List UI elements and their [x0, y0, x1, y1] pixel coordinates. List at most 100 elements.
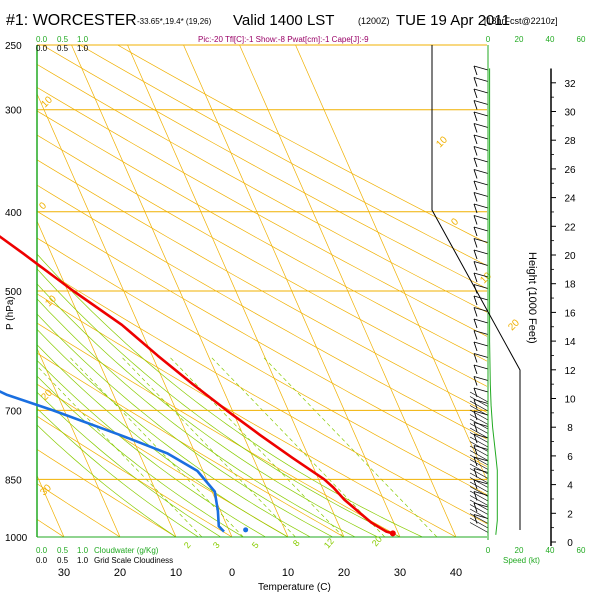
cloud-scale-bottom-2: 1.0: [77, 546, 89, 555]
wind-barb-flag: [473, 364, 478, 375]
dry-adiabat-label: 0: [449, 216, 461, 228]
wind-barb-flag: [473, 169, 478, 179]
moist-adiabat: [37, 298, 356, 537]
height-tick-label: 30: [564, 108, 576, 119]
mixing-ratio-label: 8: [291, 538, 302, 548]
mixing-ratio-line: [168, 355, 344, 537]
wind-barb-shaft: [473, 353, 489, 358]
wind-barb-shaft: [473, 272, 489, 278]
wind-barb-dense: [469, 409, 489, 421]
station-coords: -33.65*,19.4* (19,26): [137, 17, 212, 26]
dry-adiabat-label: 20: [39, 387, 55, 403]
cloud-scale-top-b0: 0.0: [36, 44, 48, 53]
wind-barb-flag: [473, 376, 478, 386]
cloud-scale-bottom-b2: 1.0: [77, 556, 89, 565]
cloud-scale-bottom-1: 0.5: [57, 546, 69, 555]
isotherm: [37, 347, 121, 537]
wind-barb-shaft: [473, 387, 489, 393]
cloud-scale-bottom-b1: 0.5: [57, 556, 69, 565]
dry-adiabat: [37, 210, 487, 467]
clipped-grid: [37, 45, 487, 537]
wind-barb-dense: [469, 418, 489, 430]
surface-dewpoint-point: [243, 527, 249, 533]
mixing-ratio-label: 12: [322, 536, 336, 550]
dry-adiabat: [79, 45, 487, 266]
grid-cloudiness-label: Grid Scale Cloudiness: [94, 556, 173, 565]
wind-barb-shaft: [473, 249, 489, 255]
utc-time: (1200Z): [358, 16, 390, 26]
wind-barb-dense: [469, 405, 489, 416]
dry-adiabat: [37, 265, 487, 525]
wind-barb-dense: [469, 459, 489, 470]
wind-speed-line: [489, 68, 498, 535]
wind-barb-shaft: [473, 215, 489, 220]
cloud-scale-top-1: 0.5: [57, 35, 69, 44]
moist-adiabat: [37, 391, 221, 537]
wind-barb-flag: [473, 180, 478, 191]
wind-barb-flag: [473, 238, 478, 248]
speed-tick-top: 20: [515, 35, 524, 44]
pressure-tick-label: 300: [5, 106, 22, 117]
wind-barb-flag: [473, 192, 478, 202]
dry-adiabat-label: 10: [43, 293, 59, 309]
wind-barb-shaft: [473, 433, 489, 439]
temperature-tick-label: 10: [170, 567, 182, 579]
cloud-scale-bottom-0: 0.0: [36, 546, 48, 555]
wind-barb-flag: [473, 226, 478, 237]
wind-barb-shaft: [473, 65, 489, 71]
wind-barb-flag: [473, 134, 478, 145]
wind-barb-flag: [473, 123, 478, 133]
dry-adiabat: [37, 352, 345, 537]
surface-temperature-point: [389, 530, 396, 537]
stability-indices: Pic:-20 Tfl[C]:-1 Show:-8 Pwat[cm]:-1 Ca…: [198, 35, 369, 44]
wind-barb-dense: [469, 472, 489, 484]
wind-barb-shaft: [473, 180, 489, 186]
dry-adiabat-label: 0: [37, 200, 49, 212]
speed-tick-top: 0: [486, 35, 491, 44]
barb-zone-border: [431, 45, 521, 530]
wind-barb-dense: [469, 463, 489, 475]
wind-barb-shaft: [473, 261, 489, 266]
wind-barb-dense: [469, 454, 489, 466]
wind-barb-flag: [473, 295, 478, 306]
wind-barb-flag: [473, 146, 478, 156]
moist-adiabat: [37, 253, 423, 537]
cloud-scale-bottom-b0: 0.0: [36, 556, 48, 565]
dry-adiabat: [37, 322, 401, 537]
wind-barbs: [469, 65, 489, 533]
valid-time: Valid 1400 LST: [233, 12, 334, 29]
dry-adiabat: [116, 45, 487, 244]
wind-barb-flag: [473, 307, 478, 317]
wind-barb-shaft: [473, 238, 489, 243]
cloud-scale-top-2: 1.0: [77, 35, 89, 44]
wind-barb-dense: [469, 495, 489, 506]
temperature-tick-label: 0: [229, 567, 235, 579]
wind-barb-flag: [473, 215, 478, 225]
wind-barb-dense: [469, 427, 489, 439]
speed-tick-bottom: 0: [486, 546, 491, 555]
wind-barb-dense: [469, 450, 489, 461]
wind-barb-flag: [473, 341, 478, 352]
mixing-ratio-label: 20: [370, 534, 384, 548]
temperature-tick-label: 20: [114, 567, 126, 579]
wind-barb-shaft: [473, 192, 489, 197]
wind-barb-shaft: [473, 318, 489, 324]
wind-barb-flag: [473, 249, 478, 260]
wind-barb-flag: [473, 111, 478, 122]
wind-barb-dense: [469, 508, 489, 520]
wind-barb-flag: [473, 433, 478, 444]
moist-adiabat: [37, 359, 266, 537]
wind-barb-dense: [469, 499, 489, 511]
wind-barb-shaft: [473, 491, 489, 496]
forecast-info: [18hrFcst@2210z]: [484, 16, 558, 26]
wind-barb-dense: [469, 513, 489, 524]
wind-barb-flag: [473, 65, 478, 76]
dry-adiabat-label: 10: [434, 134, 450, 150]
temperature-axis-title: Temperature (C): [258, 582, 331, 593]
dry-adiabat: [37, 448, 177, 537]
dry-adiabat: [37, 237, 487, 496]
wind-barb-dense: [469, 423, 489, 434]
height-tick-label: 26: [564, 165, 576, 176]
mixing-ratio-label: 3: [211, 540, 222, 550]
